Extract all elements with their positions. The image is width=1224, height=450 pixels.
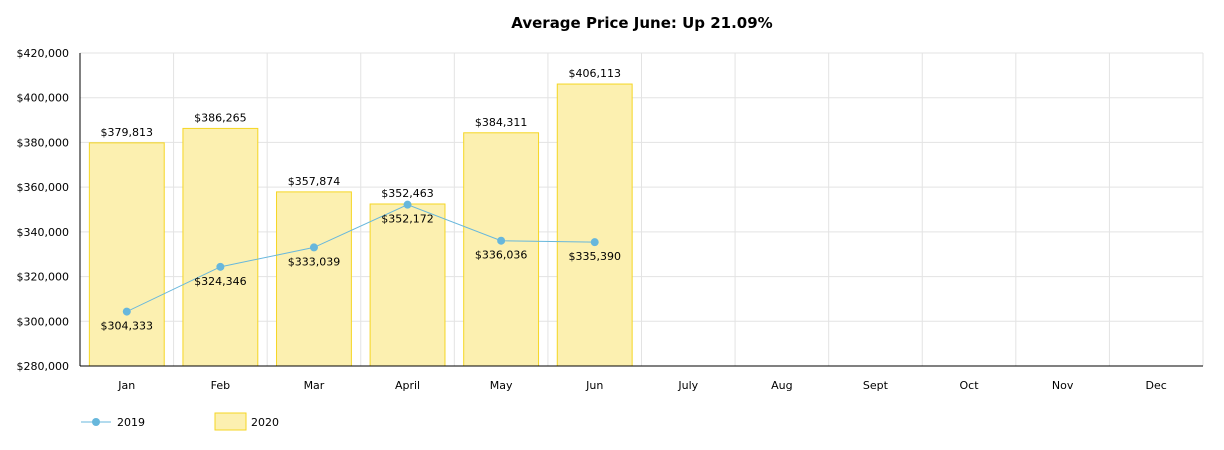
- x-tick-label: Nov: [1052, 379, 1074, 392]
- y-tick-label: $320,000: [17, 271, 70, 284]
- line-point: [403, 200, 412, 209]
- line-point: [590, 238, 599, 247]
- legend-item-2020[interactable]: 2020: [214, 412, 279, 431]
- y-tick-label: $420,000: [17, 47, 70, 60]
- line-point: [122, 307, 131, 316]
- legend-label-2019: 2019: [117, 416, 145, 429]
- bar: [369, 203, 446, 367]
- chart-grid: [79, 52, 1204, 366]
- x-tick-label: Mar: [304, 379, 325, 392]
- point-value-label: $335,390: [568, 250, 621, 263]
- x-tick-label: May: [490, 379, 513, 392]
- bar-value-label: $357,874: [288, 175, 341, 188]
- line-point: [497, 236, 506, 245]
- x-tick-label: Feb: [211, 379, 230, 392]
- point-value-label: $352,172: [381, 213, 434, 226]
- x-tick-label: July: [677, 379, 698, 392]
- y-tick-label: $300,000: [17, 315, 70, 328]
- chart-legend[interactable]: 2019 2020: [81, 412, 279, 431]
- bar-value-label: $352,463: [381, 187, 434, 200]
- y-tick-label: $340,000: [17, 226, 70, 239]
- bar-value-label: $406,113: [568, 67, 621, 80]
- bar: [88, 142, 165, 367]
- y-tick-label: $400,000: [17, 92, 70, 105]
- line-path: [126, 204, 595, 313]
- legend-label-2020: 2020: [251, 416, 279, 429]
- y-tick-label: $360,000: [17, 181, 70, 194]
- x-tick-label: Sept: [863, 379, 889, 392]
- line-series-2019: [122, 200, 599, 316]
- bar: [182, 127, 259, 367]
- bar-value-label: $379,813: [101, 126, 154, 139]
- bar-value-label: $386,265: [194, 111, 247, 124]
- bar: [463, 132, 540, 367]
- point-value-label: $333,039: [288, 255, 341, 268]
- y-tick-label: $380,000: [17, 136, 70, 149]
- bar: [556, 83, 633, 367]
- bar-series-2020: [88, 83, 633, 367]
- x-tick-label: Oct: [960, 379, 980, 392]
- line-point: [216, 262, 225, 271]
- point-value-label: $336,036: [475, 249, 528, 262]
- data-labels: $379,813 $386,265 $357,874 $352,463 $384,311…: [101, 67, 621, 333]
- point-value-label: $304,333: [101, 320, 154, 333]
- chart-axes: $280,000 $300,000 $320,000 $340,000 $360,000…: [17, 47, 1203, 392]
- x-tick-label: Jan: [117, 379, 135, 392]
- line-point: [309, 243, 318, 252]
- x-tick-label: Aug: [771, 379, 792, 392]
- x-tick-label: April: [395, 379, 420, 392]
- y-tick-label: $280,000: [17, 360, 70, 373]
- legend-item-2019[interactable]: 2019: [81, 416, 145, 429]
- chart-title: Average Price June: Up 21.09%: [511, 14, 772, 32]
- x-tick-label: Jun: [585, 379, 603, 392]
- point-value-label: $324,346: [194, 275, 247, 288]
- bar-value-label: $384,311: [475, 116, 528, 129]
- legend-bar-swatch: [214, 412, 247, 431]
- x-tick-label: Dec: [1146, 379, 1167, 392]
- legend-dot-marker: [92, 418, 100, 426]
- bar: [276, 191, 352, 367]
